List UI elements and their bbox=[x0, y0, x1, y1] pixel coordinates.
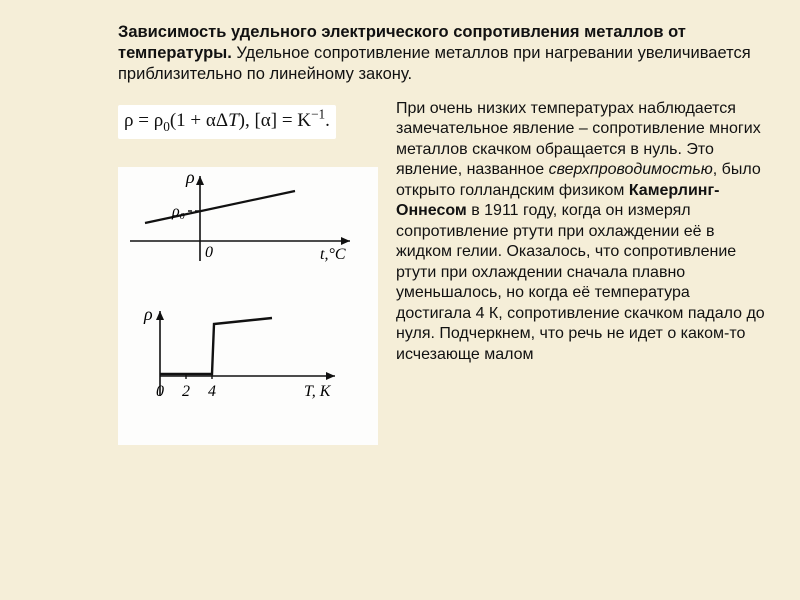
graph-linear-ylabel: ρ bbox=[185, 171, 195, 187]
graph-linear-origin: 0 bbox=[205, 244, 213, 261]
body-italic: сверхпроводимостью bbox=[549, 161, 713, 178]
graph-linear: ρ ρ₀ 0 t,°C bbox=[122, 171, 362, 301]
left-column: ρ = ρ0(1 + αΔT), [α] = K−1. bbox=[118, 99, 378, 445]
graph-sc-tick-2: 2 bbox=[182, 383, 190, 400]
slide-header: Зависимость удельного электрического соп… bbox=[118, 22, 766, 85]
graph-superconductivity: ρ 0 2 4 T, K bbox=[122, 306, 362, 436]
graphs-container: ρ ρ₀ 0 t,°C bbox=[118, 167, 378, 445]
graph-sc-line bbox=[160, 318, 272, 374]
graph-sc-tick-4: 4 bbox=[208, 383, 216, 400]
content-row: ρ = ρ0(1 + αΔT), [α] = K−1. bbox=[118, 99, 766, 445]
graph-linear-rho0: ρ₀ bbox=[171, 203, 185, 220]
graph-sc-ylabel: ρ bbox=[143, 306, 153, 324]
slide: Зависимость удельного электрического соп… bbox=[0, 0, 800, 600]
body-text: При очень низких температурах наблюдаетс… bbox=[396, 99, 766, 445]
graph-linear-xlabel: t,°C bbox=[320, 246, 346, 263]
graph-linear-line bbox=[145, 191, 295, 223]
body-p1c: в 1911 году, когда он измерял сопротивле… bbox=[396, 202, 765, 362]
formula-box: ρ = ρ0(1 + αΔT), [α] = K−1. bbox=[118, 105, 336, 139]
formula: ρ = ρ0(1 + αΔT), [α] = K−1. bbox=[124, 110, 330, 131]
graph-sc-tick-0: 0 bbox=[156, 383, 164, 400]
graph-sc-xlabel: T, K bbox=[304, 383, 332, 400]
